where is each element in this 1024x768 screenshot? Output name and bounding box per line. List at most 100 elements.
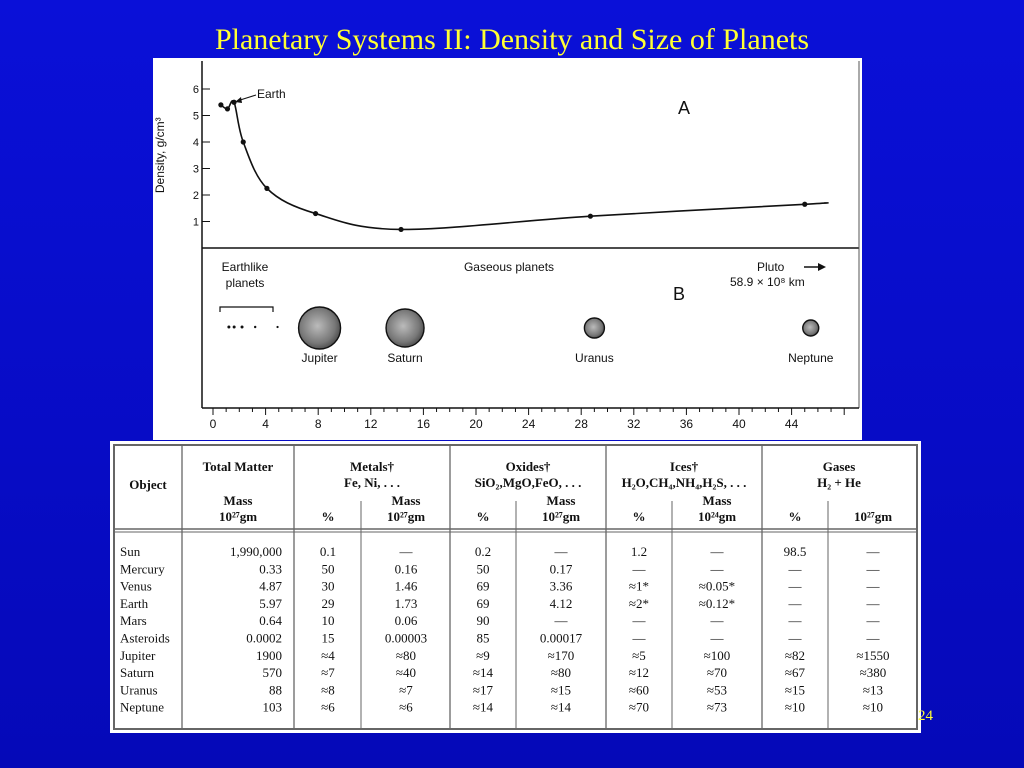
density-point [240,139,246,145]
density-point [802,201,808,207]
table-cell: ≈40 [396,665,416,680]
table-cell: ≈17 [473,682,494,697]
table-cell: ≈70 [629,700,649,715]
table-cell: 0.00003 [385,631,427,646]
table-cell: 1.46 [395,579,418,594]
header-object: Object [129,477,167,492]
density-point [218,102,224,108]
table-cell: — [788,613,803,628]
x-tick-label: 36 [680,417,694,431]
header-total-matter: Total Matter [203,459,274,474]
table-cell: 50 [322,561,335,576]
table-cell: 0.0002 [246,631,282,646]
y-axis-label: Density, g/cm³ [153,117,167,193]
table-cell: 69 [477,579,490,594]
table-cell: ≈15 [785,682,805,697]
table-cell: 570 [263,665,283,680]
table-cell: — [710,631,725,646]
earthlike-planet-dot [253,325,257,329]
table-cell: 98.5 [784,544,807,559]
y-tick-label: 6 [193,84,199,96]
density-point [398,226,404,233]
table-cell: — [788,579,803,594]
table-cell: 0.06 [395,613,418,628]
table-cell: 4.12 [550,596,573,611]
table-cell: — [554,544,569,559]
header-percent: % [789,509,802,524]
header-group: Gases [823,459,856,474]
table-cell: 88 [269,682,282,697]
table-cell: ≈70 [707,665,727,680]
header-mass: Mass [547,493,576,508]
table-cell: 69 [477,596,490,611]
slide-title: Planetary Systems II: Density and Size o… [214,23,810,56]
y-tick-label: 2 [193,190,199,202]
y-tick-label: 4 [193,137,199,149]
table-cell: ≈170 [548,648,575,663]
table-cell: ≈67 [785,665,806,680]
table-cell: ≈2* [629,596,649,611]
header-mass: Mass [224,493,253,508]
table-cell: 10 [322,613,335,628]
y-tick-label: 1 [193,217,199,229]
planet-label: Uranus [575,351,614,365]
row-object-name: Uranus [120,682,158,697]
table-cell: ≈7 [399,682,413,697]
density-point [264,185,270,191]
table-cell: 0.1 [320,544,336,559]
earth-arrow-head [235,97,242,103]
row-object-name: Earth [120,596,149,611]
table-cell: 1900 [256,648,282,663]
earthlike-planet-dot [227,325,231,329]
table-cell: ≈0.12* [699,596,735,611]
table-cell: 90 [477,613,490,628]
planet-disk [802,319,820,337]
row-object-name: Sun [120,544,141,559]
density-point [224,106,231,112]
table-cell: 0.64 [259,613,282,628]
x-tick-label: 20 [469,417,483,431]
x-tick-label: 4 [262,417,269,431]
header-unit: 10²⁷gm [219,509,257,524]
pluto-arrow-head [818,263,826,271]
table-cell: 0.2 [475,544,491,559]
table-cell: 30 [322,579,335,594]
header-unit: 10²⁷gm [387,509,425,524]
table-cell: ≈60 [629,682,649,697]
table-cell: ≈10 [863,700,883,715]
x-tick-label: 0 [210,417,217,431]
table-cell: ≈14 [473,665,494,680]
table-cell: ≈5 [632,648,646,663]
table-cell: ≈100 [704,648,731,663]
row-object-name: Asteroids [120,631,170,646]
table-cell: — [866,561,881,576]
table-cell: 0.17 [550,561,573,576]
table-cell: — [866,596,881,611]
earthlike-planet-dot [232,325,236,329]
y-tick-label: 5 [193,111,199,123]
planet-disk [297,306,342,350]
table-cell: ≈13 [863,682,883,697]
table-cell: — [632,613,647,628]
table-cell: 0.00017 [540,631,583,646]
table-cell: ≈0.05* [699,579,735,594]
table-cell: ≈53 [707,682,727,697]
x-tick-label: 8 [315,417,322,431]
table-cell: ≈1550 [856,648,889,663]
row-object-name: Mars [120,613,147,628]
table-cell: 5.97 [259,596,282,611]
table-cell: 3.36 [550,579,573,594]
earthlike-planet-dot [276,325,279,329]
table-cell: ≈9 [476,648,490,663]
header-unit: 10²⁴gm [698,509,736,524]
table-cell: ≈380 [860,665,887,680]
earthlike-planet-dot [240,325,244,329]
density-curve [220,100,829,231]
slide-number: 24 [918,708,933,724]
density-size-figure: 1 2 3 4 5 6 Density, g/cm³ Earth A Earthlike plane… [153,58,862,440]
earthlike-bracket [219,306,274,312]
table-cell: ≈10 [785,700,805,715]
table-cell: — [710,613,725,628]
table-cell: ≈7 [321,665,335,680]
